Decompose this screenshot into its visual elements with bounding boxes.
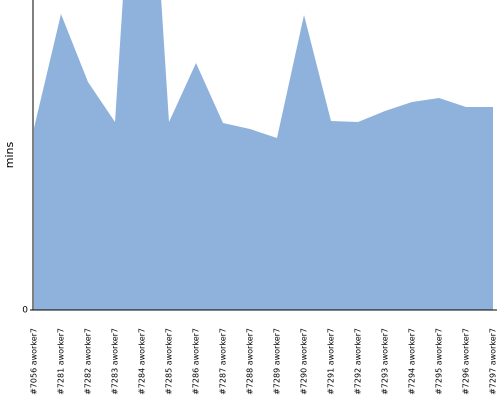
x-tick-label: #7296 aworker7: [462, 328, 471, 395]
x-tick-label: #7292 aworker7: [354, 328, 363, 395]
x-tick-label: #7294 aworker7: [408, 328, 417, 395]
x-tick-label: #7282 aworker7: [84, 328, 93, 395]
area: [34, 0, 493, 310]
x-tick-label: #7056 aworker7: [30, 328, 39, 395]
x-tick-label: #7289 aworker7: [273, 328, 282, 395]
x-tick-label: #7281 aworker7: [57, 328, 66, 395]
x-tick-label: #7293 aworker7: [381, 328, 390, 395]
x-tick-label: #7286 aworker7: [192, 328, 201, 395]
x-tick-label: #7284 aworker7: [138, 328, 147, 395]
y-tick-label: 0: [22, 306, 28, 316]
y-axis-label: mins: [3, 141, 16, 168]
x-tick-label: #7288 aworker7: [246, 328, 255, 395]
x-tick-label: #7283 aworker7: [111, 328, 120, 395]
x-tick-label: #7297 aworker7: [489, 328, 498, 395]
x-tick-label: #7295 aworker7: [435, 328, 444, 395]
x-tick-label: #7291 aworker7: [327, 328, 336, 395]
x-tick-label: #7290 aworker7: [300, 328, 309, 395]
x-tick-label: #7287 aworker7: [219, 328, 228, 395]
x-tick-label: #7285 aworker7: [165, 328, 174, 395]
